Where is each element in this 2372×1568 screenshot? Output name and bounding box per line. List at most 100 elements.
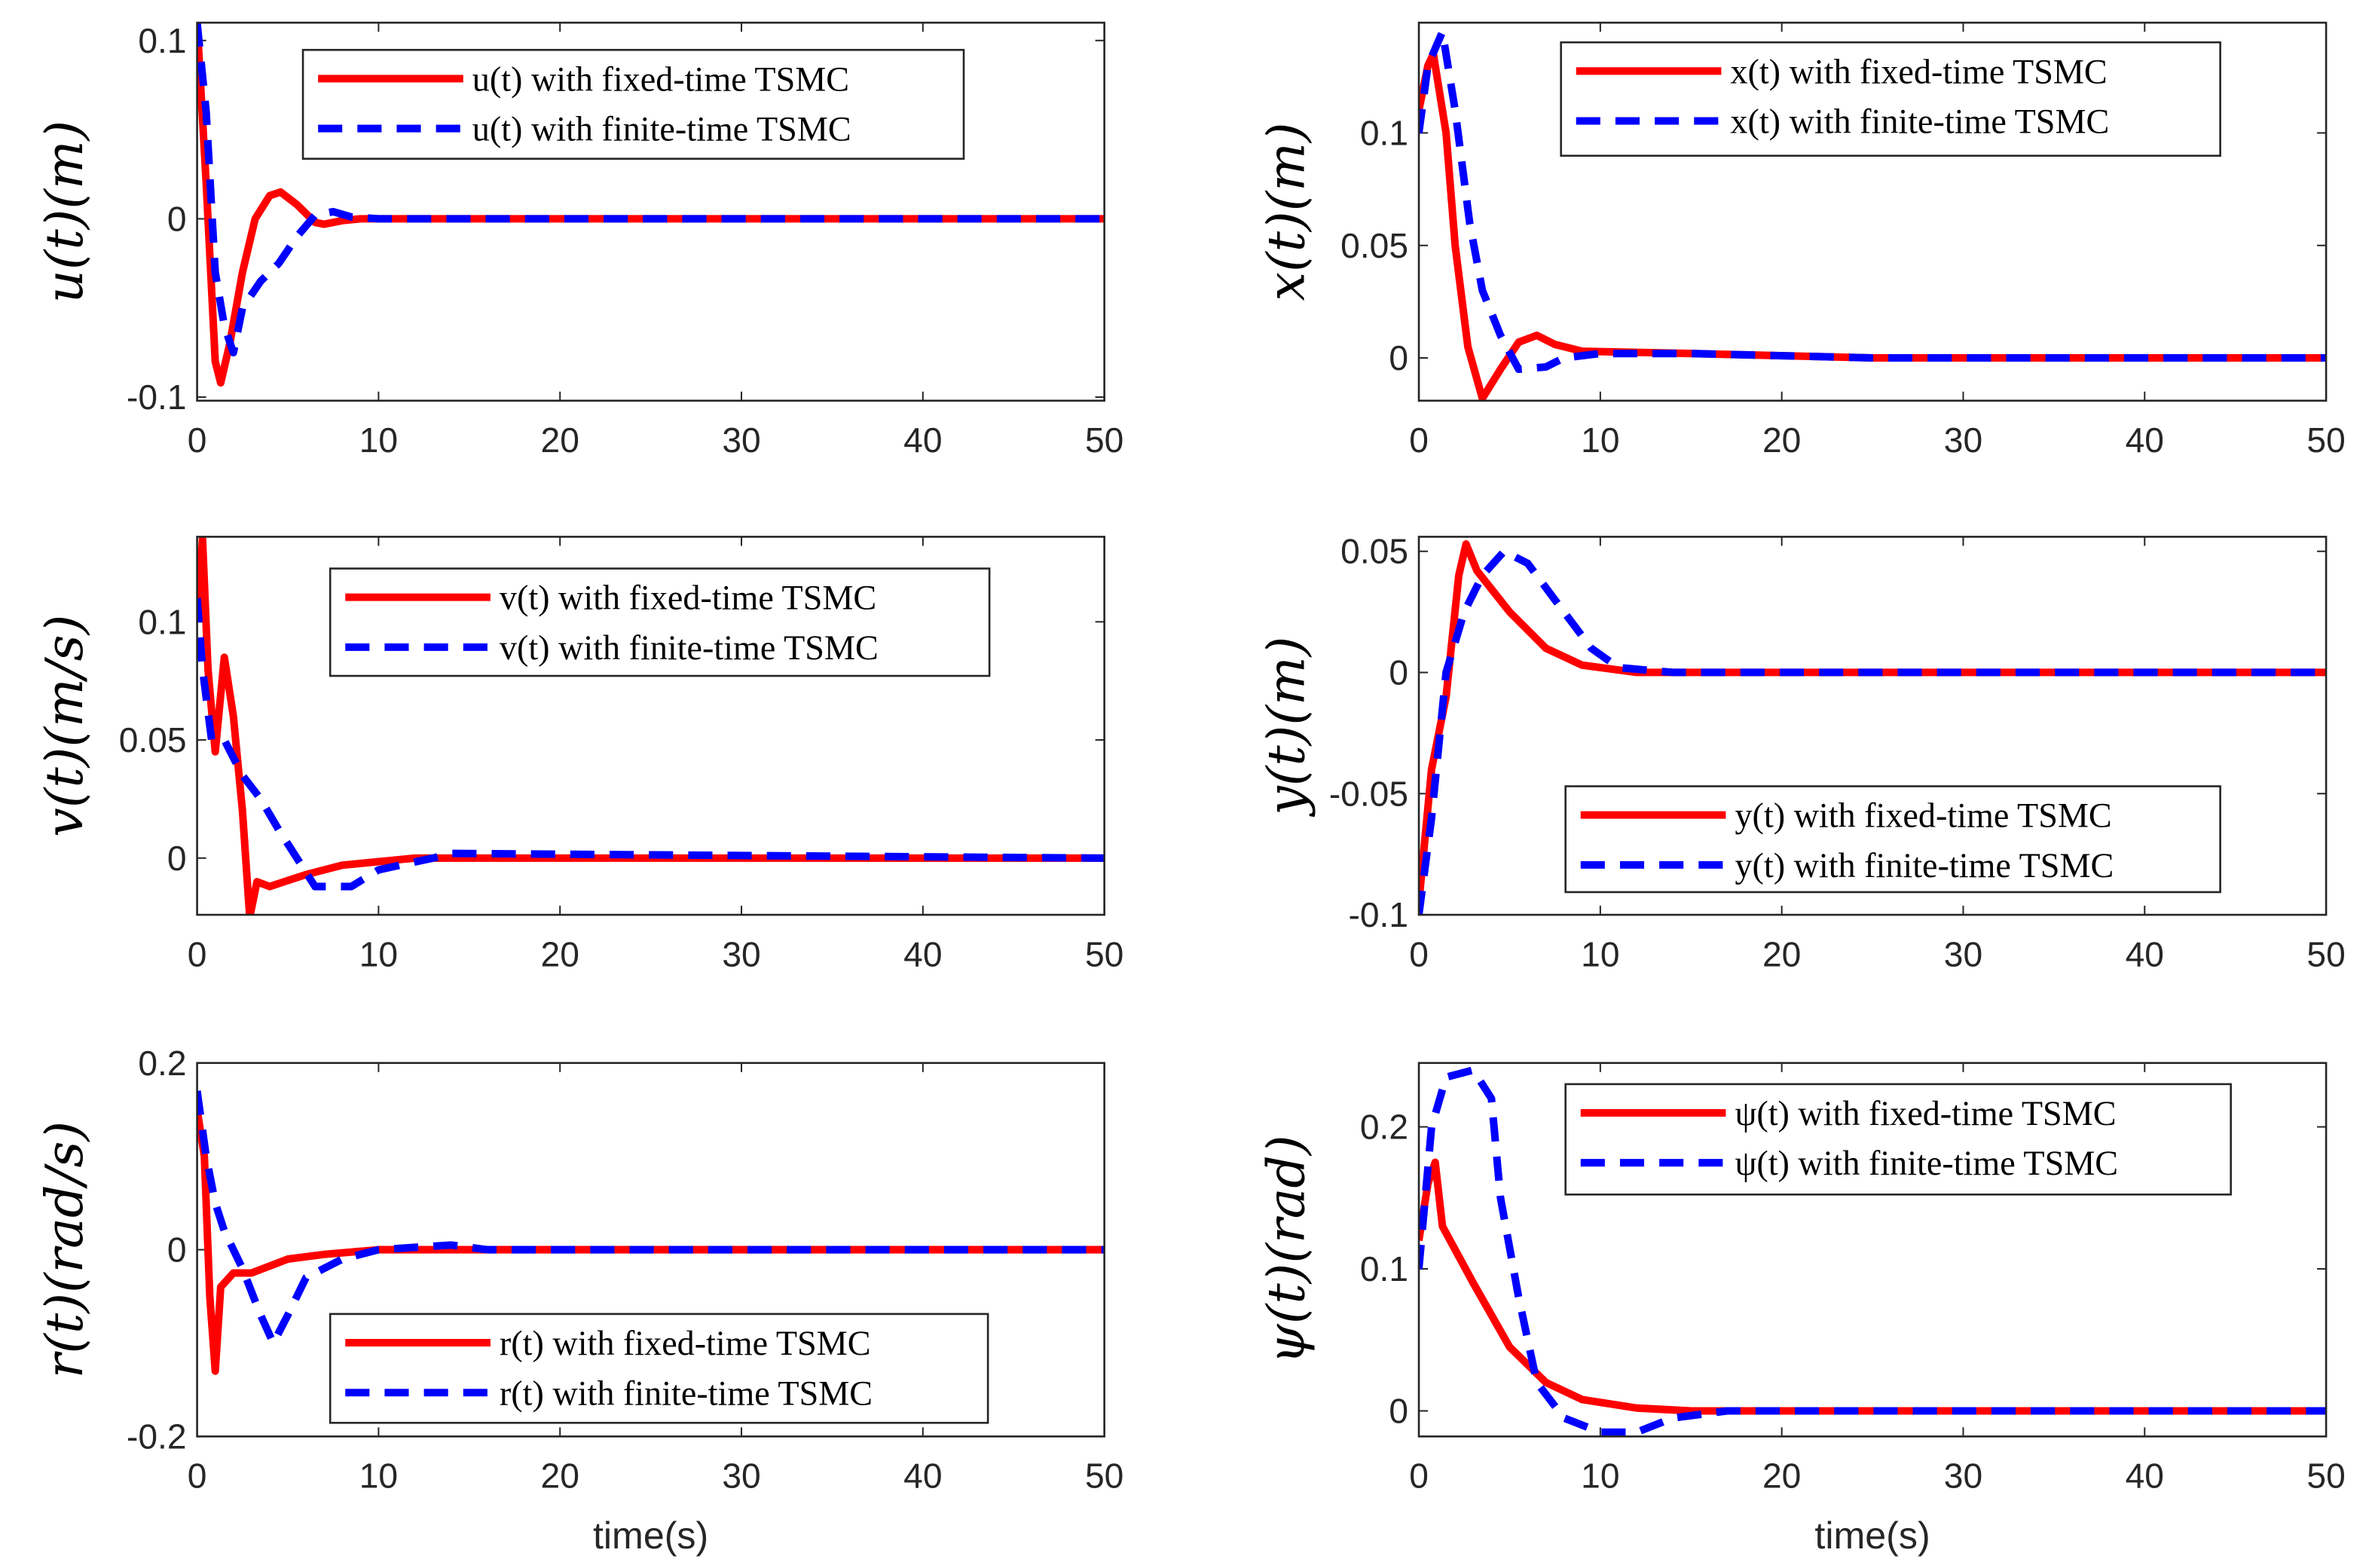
y-axis-label: r(t)(rad/s)	[35, 1121, 95, 1378]
series-line-finite-time	[197, 1090, 1105, 1347]
legend-label: u(t) with finite-time TSMC	[472, 110, 851, 148]
x-tick-label: 50	[1085, 934, 1123, 974]
series-line-fixed-time	[197, 23, 1105, 387]
axes-frame	[196, 1062, 1105, 1438]
y-axis-label: ψ(t)(rad)	[1258, 1135, 1317, 1364]
legend-box	[329, 567, 991, 677]
x-tick-label: 0	[1409, 934, 1429, 974]
x-tick-label: 10	[1581, 420, 1619, 460]
x-tick-label: 20	[1762, 420, 1801, 460]
x-tick-label: 20	[541, 420, 579, 460]
y-tick-label: 0	[1389, 653, 1408, 692]
x-tick-label: 30	[722, 1456, 760, 1496]
legend-box	[301, 48, 965, 160]
subplot-5: 0 10 20 30 40 50 0 0.1 0.2 ψ(t)(rad) time(s) ψ(t) w…	[1258, 1062, 2346, 1557]
x-tick-label: 40	[2126, 934, 2164, 974]
x-tick-label: 40	[2126, 420, 2164, 460]
x-tick-label: 0	[188, 1456, 207, 1496]
axes-frame	[1417, 21, 2328, 402]
y-tick-label: -0.1	[127, 377, 187, 417]
x-tick-label: 50	[1085, 420, 1123, 460]
subplot-3: 0 10 20 30 40 50 -0.1 -0.05 0 0.05 y(t)(m) y(t) wit…	[1258, 532, 2346, 974]
axes-frame	[196, 536, 1105, 916]
y-tick-label: 0	[1389, 338, 1408, 377]
legend-box	[1564, 785, 2221, 894]
y-tick-label: -0.1	[1348, 895, 1408, 934]
x-tick-label: 0	[1409, 420, 1429, 460]
x-tick-label: 30	[1944, 1456, 1982, 1496]
legend: y(t) with fixed-time TSMC y(t) with finit…	[1564, 785, 2221, 894]
series-line-finite-time	[1419, 28, 2327, 374]
legend-label: ψ(t) with finite-time TSMC	[1735, 1144, 2118, 1182]
x-tick-label: 20	[1762, 1456, 1801, 1496]
legend: ψ(t) with fixed-time TSMC ψ(t) with finit…	[1564, 1083, 2232, 1196]
y-axis-label: y(t)(m)	[1258, 637, 1317, 818]
x-tick-label: 40	[2126, 1456, 2164, 1496]
x-tick-label: 10	[1581, 934, 1619, 974]
legend-label: r(t) with finite-time TSMC	[500, 1374, 873, 1412]
y-axis-label: u(t)(m)	[35, 121, 95, 304]
subplot-0: 0 10 20 30 40 50-0.100.1u(t)(m)u(t) with fixe…	[35, 21, 1123, 460]
legend: u(t) with fixed-time TSMC u(t) with finit…	[301, 48, 965, 160]
series-line-fixed-time	[197, 536, 1105, 915]
y-tick-label: -0.05	[1329, 774, 1408, 813]
legend-label: v(t) with fixed-time TSMC	[500, 579, 876, 617]
series-line-fixed-time	[197, 1108, 1105, 1375]
y-tick-label: 0.05	[1340, 532, 1408, 571]
x-tick-label: 0	[1409, 1456, 1429, 1496]
subplot-2: 0 10 20 30 40 50 0 0.05 0.1 v(t)(m/s) v(t) with fi…	[35, 536, 1123, 974]
x-tick-label: 20	[541, 1456, 579, 1496]
y-tick-label: 0.05	[1340, 226, 1408, 265]
y-axis-label: v(t)(m/s)	[35, 615, 95, 837]
x-tick-label: 50	[2306, 420, 2345, 460]
series-line-finite-time	[197, 23, 1105, 356]
series-line-finite-time	[1419, 547, 2327, 915]
legend-box	[1560, 41, 2221, 157]
x-tick-label: 30	[1944, 934, 1982, 974]
y-tick-label: 0.2	[1360, 1108, 1408, 1147]
x-tick-label: 0	[188, 420, 207, 460]
x-tick-label: 0	[188, 934, 207, 974]
y-tick-label: 0.1	[138, 21, 186, 60]
subplot-1: 0 10 20 30 40 50 0 0.05 0.1 x(t)(m) x(t) with fixe…	[1258, 21, 2346, 460]
axes-frame	[1417, 536, 2328, 916]
axes-frame	[1417, 1062, 2328, 1438]
x-tick-label: 30	[1944, 420, 1982, 460]
legend-label: x(t) with fixed-time TSMC	[1730, 52, 2107, 90]
y-tick-label: 0.2	[138, 1044, 186, 1083]
y-tick-label: 0	[167, 839, 187, 878]
x-tick-label: 40	[903, 1456, 942, 1496]
legend: x(t) with fixed-time TSMC x(t) with finit…	[1560, 41, 2221, 157]
legend-box	[1564, 1083, 2232, 1196]
legend-label: u(t) with fixed-time TSMC	[472, 60, 849, 98]
y-tick-label: 0	[167, 199, 187, 238]
series-line-finite-time	[197, 598, 1105, 891]
x-axis-label: time(s)	[593, 1515, 708, 1557]
x-tick-label: 10	[359, 420, 398, 460]
y-tick-label: 0.1	[1360, 1249, 1408, 1288]
x-tick-label: 30	[722, 934, 760, 974]
x-tick-label: 50	[2306, 934, 2345, 974]
x-tick-label: 50	[1085, 1456, 1123, 1496]
y-tick-label: 0	[1389, 1392, 1408, 1431]
x-axis-label: time(s)	[1814, 1515, 1930, 1557]
legend-label: r(t) with fixed-time TSMC	[500, 1324, 871, 1362]
y-tick-label: -0.2	[127, 1417, 187, 1456]
y-tick-label: 0.1	[138, 602, 186, 641]
legend: v(t) with fixed-time TSMC v(t) with finit…	[329, 567, 991, 677]
y-axis-label: x(t)(m)	[1258, 122, 1317, 301]
y-tick-label: 0.05	[119, 720, 187, 760]
axes-frame	[196, 21, 1105, 402]
y-tick-label: 0.1	[1360, 113, 1408, 152]
x-tick-label: 10	[359, 934, 398, 974]
legend-label: ψ(t) with fixed-time TSMC	[1735, 1094, 2116, 1132]
subplot-4: 0 10 20 30 40 50-0.200.2r(t)(rad/s)time(s)r(t…	[35, 1044, 1123, 1557]
x-tick-label: 50	[2306, 1456, 2345, 1496]
series-line-fixed-time	[1419, 1158, 2327, 1415]
y-tick-label: 0	[167, 1230, 187, 1270]
legend-label: y(t) with finite-time TSMC	[1735, 846, 2114, 885]
series-line-fixed-time	[1419, 540, 2327, 903]
series-line-finite-time	[1419, 1066, 2327, 1436]
legend-label: y(t) with fixed-time TSMC	[1735, 796, 2111, 835]
x-tick-label: 20	[541, 934, 579, 974]
